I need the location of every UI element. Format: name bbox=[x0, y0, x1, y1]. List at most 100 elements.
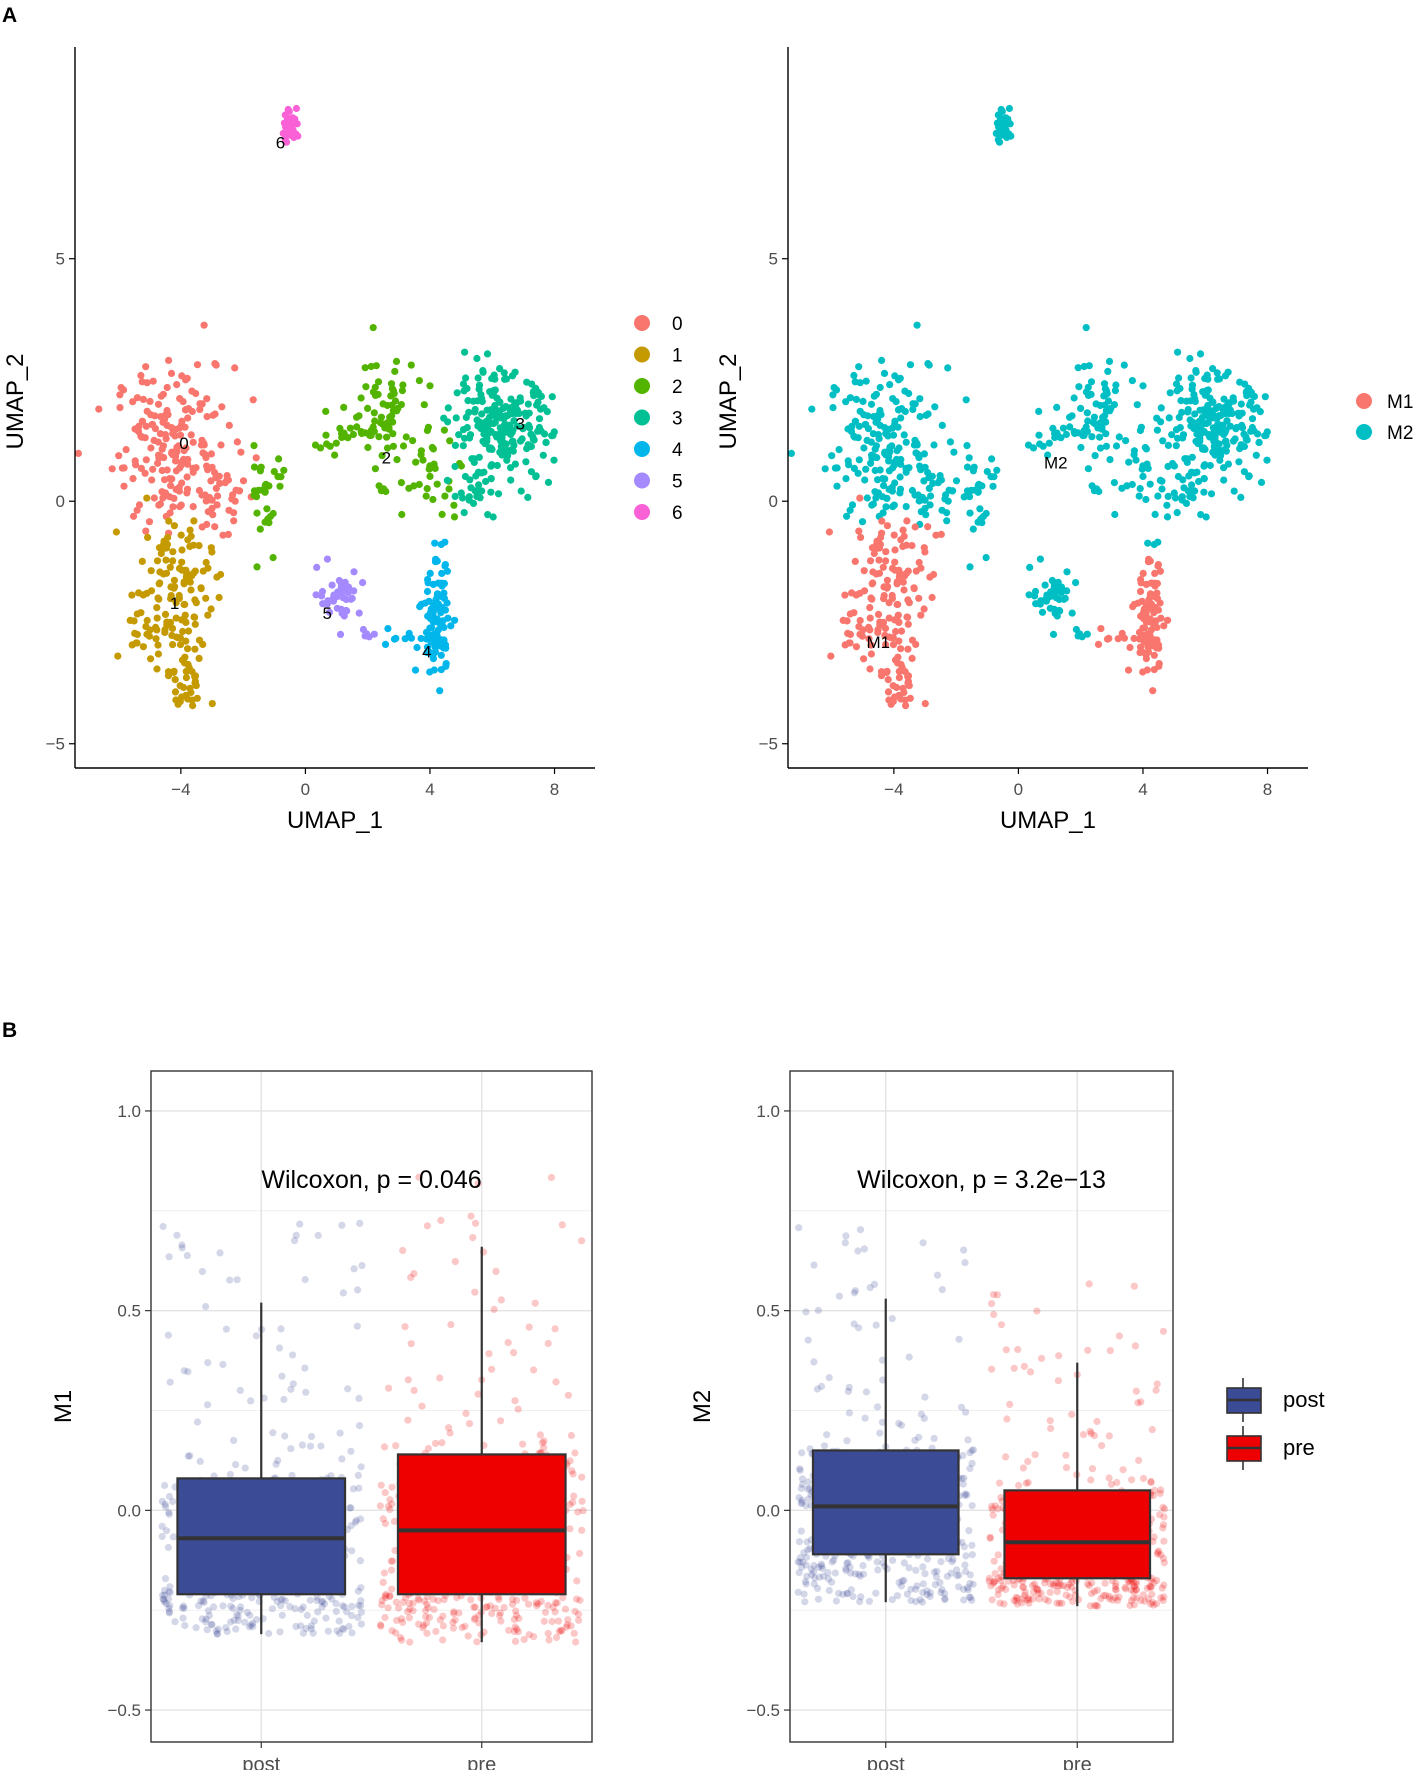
jitter-point bbox=[1160, 1537, 1168, 1545]
jitter-point bbox=[810, 1568, 818, 1576]
jitter-point bbox=[916, 1596, 924, 1604]
jitter-point bbox=[566, 1500, 574, 1509]
data-point bbox=[1103, 635, 1112, 643]
data-point bbox=[1096, 444, 1105, 452]
jitter-point bbox=[893, 1592, 902, 1600]
jitter-point bbox=[825, 1374, 833, 1382]
jitter-point bbox=[268, 1605, 276, 1613]
data-point bbox=[172, 633, 180, 641]
jitter-point bbox=[1087, 1429, 1095, 1437]
jitter-point bbox=[851, 1570, 859, 1578]
jitter-point bbox=[471, 1288, 479, 1296]
jitter-point bbox=[165, 1608, 174, 1616]
data-point bbox=[500, 444, 508, 452]
jitter-point bbox=[233, 1276, 241, 1284]
jitter-point bbox=[799, 1558, 807, 1566]
jitter-point bbox=[912, 1598, 920, 1606]
jitter-point bbox=[912, 1566, 920, 1574]
data-point bbox=[165, 493, 174, 501]
data-point bbox=[187, 532, 195, 540]
data-point bbox=[882, 503, 890, 511]
jitter-point bbox=[862, 1388, 871, 1396]
data-point bbox=[208, 504, 216, 512]
jitter-point bbox=[997, 1565, 1005, 1573]
data-point bbox=[168, 475, 176, 483]
panel-label-b: B bbox=[2, 1019, 17, 1042]
data-point bbox=[533, 401, 541, 409]
data-point bbox=[519, 425, 527, 433]
data-point bbox=[965, 454, 973, 462]
data-point bbox=[457, 462, 465, 470]
jitter-point bbox=[193, 1418, 202, 1426]
jitter-point bbox=[1019, 1583, 1027, 1591]
data-point bbox=[463, 424, 471, 432]
jitter-point bbox=[962, 1552, 970, 1560]
data-point bbox=[1084, 391, 1093, 399]
jitter-point bbox=[1139, 1474, 1148, 1483]
jitter-point bbox=[247, 1397, 255, 1405]
data-point bbox=[478, 410, 486, 418]
data-point bbox=[450, 501, 458, 509]
data-point bbox=[1098, 418, 1106, 427]
data-point bbox=[154, 641, 162, 649]
data-point bbox=[1097, 625, 1105, 633]
data-point bbox=[1150, 540, 1158, 549]
jitter-point bbox=[1086, 1427, 1094, 1435]
jitter-point bbox=[307, 1432, 316, 1441]
jitter-point bbox=[381, 1594, 389, 1602]
data-point bbox=[1200, 475, 1208, 483]
data-point bbox=[1025, 591, 1033, 599]
data-point bbox=[876, 383, 884, 392]
data-point bbox=[204, 466, 212, 474]
jitter-point bbox=[1133, 1594, 1141, 1602]
data-point bbox=[1035, 407, 1043, 415]
y-axis-title: M1 bbox=[50, 1390, 77, 1423]
jitter-point bbox=[377, 1622, 385, 1630]
data-point bbox=[455, 431, 463, 439]
data-point bbox=[969, 467, 978, 475]
data-point bbox=[1178, 493, 1186, 501]
jitter-point bbox=[496, 1609, 504, 1617]
jitter-point bbox=[386, 1592, 394, 1600]
data-point bbox=[182, 637, 190, 645]
data-point bbox=[212, 361, 220, 369]
data-point bbox=[284, 105, 292, 114]
data-point bbox=[340, 403, 348, 411]
jitter-point bbox=[357, 1608, 365, 1616]
jitter-point bbox=[348, 1547, 356, 1555]
data-point bbox=[1112, 442, 1121, 450]
data-point bbox=[1094, 424, 1102, 432]
data-point bbox=[880, 592, 888, 600]
jitter-point bbox=[275, 1344, 284, 1352]
data-point bbox=[988, 455, 996, 463]
legend-label: post bbox=[1283, 1387, 1325, 1412]
data-point bbox=[902, 468, 910, 476]
jitter-point bbox=[1014, 1345, 1022, 1354]
jitter-point bbox=[897, 1421, 906, 1429]
jitter-point bbox=[850, 1289, 859, 1297]
jitter-point bbox=[842, 1565, 850, 1573]
data-point bbox=[1213, 369, 1221, 377]
data-point bbox=[920, 477, 928, 485]
data-point bbox=[142, 363, 150, 371]
jitter-point bbox=[1130, 1582, 1138, 1590]
jitter-point bbox=[318, 1598, 326, 1606]
jitter-point bbox=[957, 1403, 966, 1411]
jitter-point bbox=[1047, 1424, 1055, 1432]
jitter-point bbox=[318, 1603, 326, 1611]
jitter-point bbox=[1085, 1581, 1093, 1590]
data-point bbox=[176, 464, 184, 472]
data-point bbox=[138, 557, 146, 566]
data-point bbox=[451, 492, 459, 500]
jitter-point bbox=[1041, 1595, 1049, 1603]
jitter-point bbox=[941, 1596, 949, 1604]
data-point bbox=[1144, 539, 1152, 547]
data-point bbox=[877, 411, 885, 419]
data-point bbox=[487, 428, 495, 436]
jitter-point bbox=[508, 1600, 517, 1608]
jitter-point bbox=[795, 1494, 803, 1502]
data-point bbox=[389, 442, 397, 450]
jitter-point bbox=[269, 1429, 277, 1437]
data-point bbox=[1074, 632, 1082, 640]
data-point bbox=[1046, 592, 1055, 601]
